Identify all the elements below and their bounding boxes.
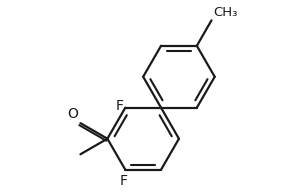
Text: CH₃: CH₃ bbox=[213, 6, 237, 19]
Text: F: F bbox=[115, 99, 124, 113]
Text: O: O bbox=[67, 107, 78, 121]
Text: F: F bbox=[120, 174, 128, 188]
